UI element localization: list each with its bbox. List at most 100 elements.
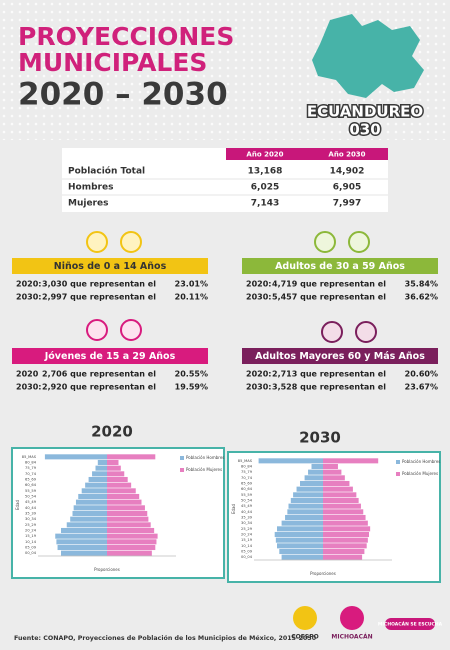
legend-swatch — [180, 456, 184, 460]
age-label: 75_79 — [241, 470, 253, 474]
group-percent: 35.84% — [405, 280, 438, 289]
pyramid-bar — [107, 459, 119, 466]
pyramid-bar — [107, 454, 156, 460]
pyramid-bar — [281, 520, 323, 526]
pyramid-bar — [66, 522, 107, 528]
pyramid-bar — [281, 554, 323, 560]
pyramid-bar — [78, 493, 107, 500]
youth-icon — [120, 319, 142, 341]
age-label: 65_69 — [241, 482, 253, 486]
pyramid-bar — [323, 531, 369, 538]
pyramid-bar — [72, 510, 107, 517]
adult-icon — [314, 231, 336, 253]
age-label: 15_19 — [241, 538, 253, 542]
pyramid-bar — [300, 480, 323, 487]
icons — [86, 231, 377, 343]
group-year: 2020: — [246, 370, 271, 379]
group-text: 5,457 que representan el — [272, 293, 386, 302]
age-label: 40_44 — [241, 510, 253, 514]
logo-badge — [385, 618, 435, 630]
age-label: 30_34 — [25, 517, 37, 521]
age-label: 25_29 — [241, 527, 253, 531]
age-label: 70_74 — [25, 472, 37, 476]
group-percent: 19.59% — [175, 383, 208, 392]
pyramid-bar — [293, 492, 323, 498]
pyramid-bar — [44, 454, 107, 460]
pyramid-bar — [107, 488, 136, 494]
pyramid-bar — [107, 550, 152, 556]
age-label: 35_39 — [25, 512, 37, 516]
y-axis-label: Edad — [15, 500, 20, 511]
age-label: 65_69 — [25, 478, 37, 482]
group-banner — [242, 258, 438, 274]
pyramid-bar — [75, 499, 107, 505]
pyramid-bar — [323, 475, 345, 481]
group-banner — [12, 348, 208, 364]
pyramid-bar — [95, 465, 107, 471]
legend-swatch — [396, 472, 400, 476]
age-label: 85_MAS — [22, 455, 37, 459]
pyramid-bar — [323, 469, 342, 475]
source-note: Fuente: CONAPO, Proyecciones de Població… — [14, 634, 317, 642]
age-label: 10_14 — [25, 540, 37, 544]
age-label: 50_54 — [241, 499, 253, 503]
pyramid-bar — [323, 503, 361, 509]
row-label: Hombres — [68, 183, 113, 193]
pyramid-bar — [107, 527, 155, 534]
age-label: 00_04 — [241, 555, 253, 559]
pyramid-bar — [275, 537, 323, 543]
cell: 6,905 — [333, 183, 361, 193]
age-label: 80_84 — [241, 465, 253, 469]
group-percent: 36.62% — [405, 293, 438, 302]
pyramid-bar — [107, 476, 128, 483]
pyramid-bar — [296, 486, 323, 492]
pyramid-bar — [107, 533, 158, 539]
pyramid-bar — [107, 510, 148, 517]
age-label: 10_14 — [241, 544, 253, 548]
pyramid-bar — [107, 522, 151, 528]
pyramid-bar — [323, 554, 363, 560]
table-header — [226, 148, 388, 160]
pyramid-bar — [92, 471, 107, 477]
age-label: 30_34 — [241, 521, 253, 525]
group-year: 2020: — [16, 280, 41, 289]
age-label: 45_49 — [241, 504, 253, 508]
pyramid-bar — [323, 497, 359, 504]
municipality-code: 030 — [349, 121, 380, 139]
age-label: 70_74 — [241, 476, 253, 480]
logo-icon — [340, 606, 364, 630]
pyramid-bar — [288, 503, 323, 509]
pyramid-bar — [323, 514, 366, 521]
pyramid-bar — [323, 458, 379, 464]
age-label: 60_64 — [25, 483, 37, 487]
pyramid-bar — [107, 493, 140, 500]
age-label: 60_64 — [241, 487, 253, 491]
age-label: 00_04 — [25, 551, 37, 555]
logo-text: COESPO — [291, 634, 318, 641]
group-percent: 23.01% — [175, 280, 208, 289]
pyramid-bar — [277, 543, 323, 549]
pyramid-bar — [107, 505, 145, 511]
pyramid-bar — [55, 533, 107, 539]
pyramid-bar — [274, 531, 323, 538]
cell: 13,168 — [248, 167, 283, 177]
pyramid-bar — [323, 526, 371, 532]
pyramid-bar — [323, 492, 357, 498]
pyramid-bar — [107, 539, 157, 545]
age-label: 55_59 — [241, 493, 253, 497]
pyramid-bar — [61, 527, 107, 534]
x-axis-label: Proporciones — [94, 567, 120, 572]
age-label: 55_59 — [25, 489, 37, 493]
pyramid-bar — [107, 516, 149, 522]
legend-swatch — [180, 468, 184, 472]
pyramid-bar — [323, 520, 368, 526]
elder-icon — [321, 321, 343, 343]
adult-icon — [348, 231, 370, 253]
municipality-map — [312, 14, 424, 98]
logo-icon — [293, 606, 317, 630]
legend-label: Población Hombres — [186, 455, 224, 460]
group-text: 3,030 que representan el — [42, 280, 156, 289]
pyramid-bar — [258, 458, 323, 464]
group-text: 3,528 que representan el — [272, 383, 386, 392]
